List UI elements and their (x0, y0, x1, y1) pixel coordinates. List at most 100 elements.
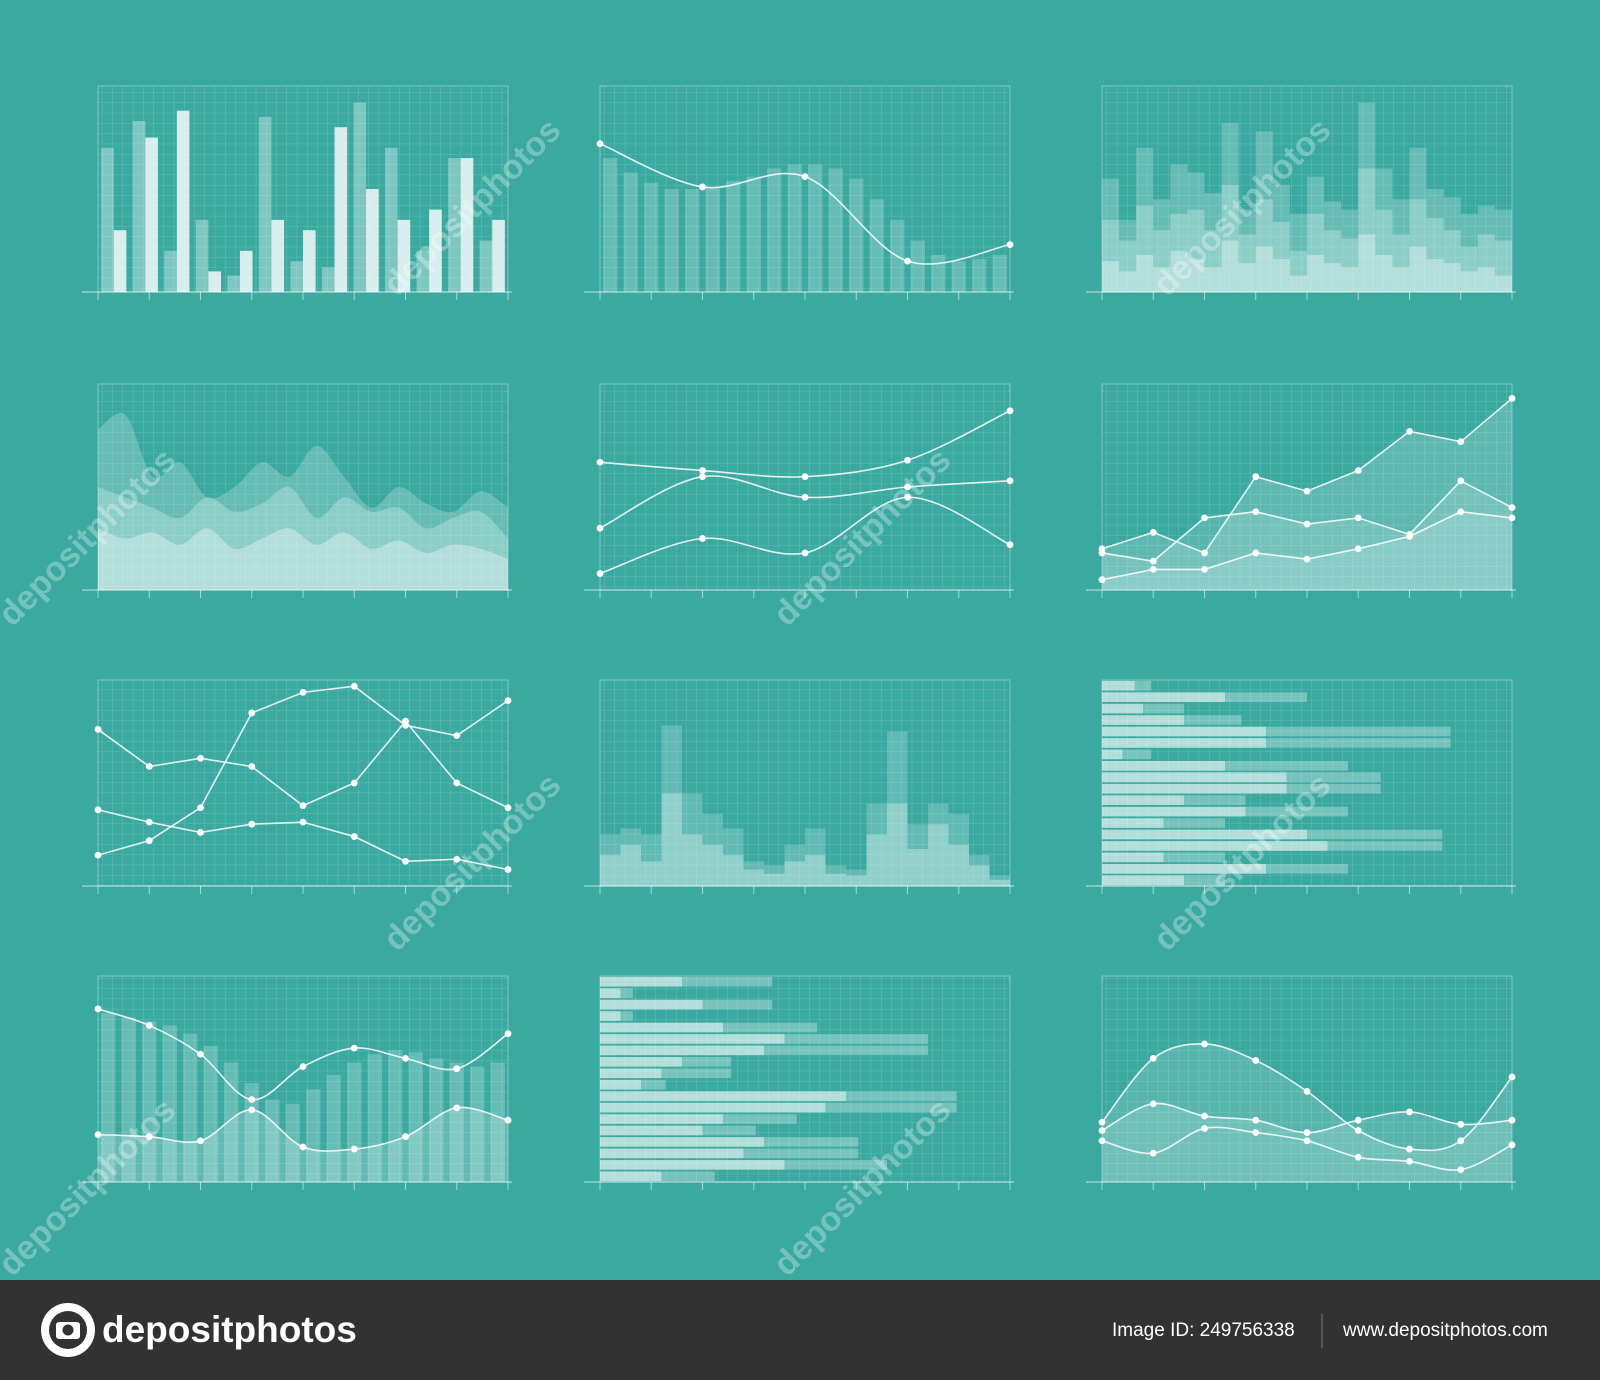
bar (600, 834, 621, 886)
bar (623, 172, 638, 292)
marker (699, 183, 706, 191)
marker (1252, 1116, 1260, 1124)
bar (1102, 841, 1443, 851)
bar (1102, 749, 1123, 760)
bar (600, 988, 633, 998)
bar (1102, 261, 1120, 292)
marker (299, 688, 307, 696)
bar (1119, 219, 1137, 292)
marker (1354, 1116, 1362, 1124)
bar (1307, 176, 1325, 292)
marker (145, 837, 153, 845)
footer-brand[interactable]: depositphotos (102, 1309, 357, 1350)
marker (1508, 504, 1516, 511)
bar (145, 137, 158, 292)
bar (113, 230, 127, 292)
bar (1324, 263, 1342, 292)
marker (1201, 1112, 1208, 1120)
bar (866, 803, 887, 886)
marker (248, 709, 256, 717)
marker (1457, 1120, 1465, 1128)
bar (928, 824, 949, 886)
bar (600, 1171, 715, 1182)
bar (479, 240, 493, 292)
bar (1392, 234, 1410, 292)
marker (1201, 514, 1208, 522)
bar (1221, 184, 1239, 292)
bar (448, 158, 461, 292)
bar (1409, 199, 1427, 292)
bar (1289, 275, 1307, 292)
bar (600, 1034, 928, 1044)
mini-chart (82, 679, 512, 894)
bar (121, 1017, 136, 1182)
bar (600, 1171, 662, 1182)
bar (600, 1114, 797, 1124)
bar (470, 1066, 485, 1182)
bar (743, 861, 764, 886)
marker (1006, 241, 1014, 249)
bar (907, 848, 928, 886)
bar (600, 1079, 666, 1090)
marker (1406, 427, 1413, 435)
marker (197, 1137, 204, 1145)
bar (808, 164, 823, 292)
marker (1457, 508, 1465, 516)
bar (1358, 102, 1376, 292)
mini-chart (1086, 383, 1516, 598)
bar (928, 803, 949, 886)
bar (1358, 234, 1376, 292)
mini-chart (1086, 85, 1516, 300)
footer-url[interactable]: www.depositphotos.com (1342, 1320, 1548, 1341)
bar (1409, 246, 1427, 292)
bar (705, 186, 720, 292)
bar (397, 219, 411, 292)
bar (600, 976, 682, 987)
marker (504, 866, 512, 873)
bar (1102, 783, 1381, 794)
bar (620, 828, 641, 886)
marker (1406, 533, 1413, 540)
bar (176, 110, 190, 292)
marker (197, 804, 204, 812)
marker (94, 1131, 102, 1139)
bar (764, 873, 785, 886)
bar (600, 855, 621, 886)
bar (1102, 715, 1184, 725)
bar (1102, 795, 1184, 805)
marker (145, 763, 153, 770)
bar (1392, 199, 1410, 292)
marker (94, 1005, 102, 1013)
marker (94, 726, 102, 733)
marker (402, 857, 409, 865)
bar (661, 725, 682, 886)
marker (1098, 549, 1106, 557)
grid (97, 383, 509, 591)
marker (1098, 1127, 1106, 1134)
marker (1149, 1055, 1157, 1062)
bar (162, 1025, 177, 1182)
bar (600, 1137, 859, 1147)
bar (1102, 875, 1184, 886)
marker (1201, 1040, 1208, 1048)
bar (743, 869, 764, 886)
bar (682, 793, 703, 886)
marker (94, 851, 102, 859)
bar (1187, 259, 1205, 292)
bar (1102, 864, 1266, 874)
marker (197, 754, 204, 762)
bar (1102, 692, 1307, 702)
marker (1354, 1153, 1362, 1161)
bar (1460, 246, 1478, 292)
bar (787, 164, 802, 292)
marker (145, 1022, 153, 1029)
bar (1460, 271, 1478, 292)
grid (97, 679, 509, 887)
bar (1102, 726, 1451, 737)
marker (1201, 1125, 1208, 1132)
marker (699, 467, 706, 474)
bar (1102, 818, 1164, 828)
bar (1102, 761, 1348, 771)
marker (350, 833, 358, 840)
bar (1170, 164, 1188, 292)
